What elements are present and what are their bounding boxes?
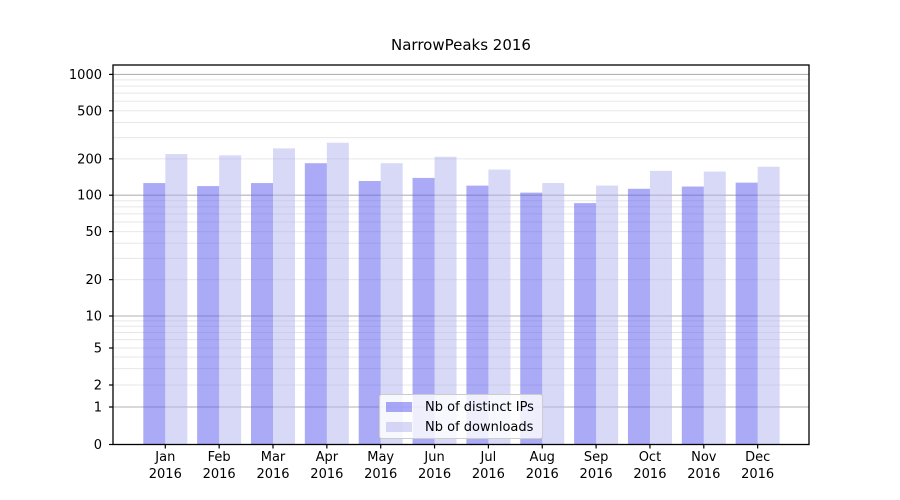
bar-nb-of-distinct-ips-jul <box>466 185 489 445</box>
legend-item-distinct-ips: Nb of distinct IPs <box>380 399 534 416</box>
bar-nb-of-downloads-may <box>380 163 403 445</box>
bar-nb-of-downloads-nov <box>703 171 726 445</box>
x-tick-label-year-may: 2016 <box>364 467 397 482</box>
bar-nb-of-downloads-jan <box>165 154 188 445</box>
bar-nb-of-distinct-ips-mar <box>251 183 273 445</box>
bar-nb-of-downloads-feb <box>219 155 242 445</box>
bar-nb-of-downloads-aug <box>542 183 565 445</box>
x-tick-label-year-nov: 2016 <box>687 467 720 482</box>
x-tick-label-year-sep: 2016 <box>580 467 613 482</box>
bar-nb-of-distinct-ips-sep <box>574 203 597 445</box>
bar-nb-of-distinct-ips-jun <box>412 177 435 445</box>
legend-label-distinct-ips: Nb of distinct IPs <box>425 399 534 415</box>
legend-label-downloads: Nb of downloads <box>425 419 534 435</box>
x-tick-label-year-oct: 2016 <box>633 467 666 482</box>
x-tick-label-month-nov: Nov <box>691 450 717 465</box>
x-tick-label-year-mar: 2016 <box>256 467 289 482</box>
bars <box>143 142 780 445</box>
bar-nb-of-downloads-oct <box>649 170 672 445</box>
y-tick-label-500: 500 <box>77 104 102 119</box>
bar-nb-of-distinct-ips-oct <box>627 188 650 445</box>
x-tick-label-month-may: May <box>367 450 394 465</box>
x-tick-label-month-aug: Aug <box>530 450 555 465</box>
x-tick-label-month-jan: Jan <box>154 450 175 465</box>
bar-nb-of-downloads-jul <box>488 169 511 445</box>
bar-nb-of-downloads-mar <box>273 148 295 445</box>
x-tick-label-year-aug: 2016 <box>526 467 559 482</box>
y-tick-label-5: 5 <box>94 342 102 357</box>
y-axis: 0 1 2 5 10 20 50 100 200 500 1000 <box>69 68 113 453</box>
legend-item-downloads: Nb of downloads <box>380 419 533 436</box>
y-tick-label-2: 2 <box>94 379 102 394</box>
x-tick-label-year-apr: 2016 <box>310 467 343 482</box>
x-tick-label-month-sep: Sep <box>584 450 609 465</box>
y-tick-label-50: 50 <box>85 225 102 240</box>
bar-nb-of-distinct-ips-dec <box>735 182 758 445</box>
x-tick-label-year-jun: 2016 <box>418 467 451 482</box>
x-tick-label-year-feb: 2016 <box>203 467 236 482</box>
bar-nb-of-distinct-ips-jan <box>143 183 166 445</box>
x-tick-label-month-oct: Oct <box>639 450 661 465</box>
legend-swatch-downloads <box>386 422 412 432</box>
x-tick-label-month-feb: Feb <box>208 450 231 465</box>
bar-nb-of-downloads-dec <box>757 166 780 445</box>
bar-nb-of-downloads-apr <box>326 142 349 445</box>
bar-nb-of-downloads-sep <box>596 185 619 445</box>
x-tick-label-month-apr: Apr <box>316 450 339 465</box>
bar-nb-of-distinct-ips-aug <box>520 192 543 445</box>
y-tick-label-0: 0 <box>94 438 102 453</box>
y-tick-label-100: 100 <box>77 189 102 204</box>
x-axis: Jan 2016 Feb 2016 Mar 2016 Apr 2016 May 2016 Jun 20… <box>149 444 774 482</box>
bar-nb-of-distinct-ips-apr <box>304 163 327 445</box>
x-tick-label-year-dec: 2016 <box>741 467 774 482</box>
y-tick-label-10: 10 <box>85 310 102 325</box>
x-tick-label-year-jul: 2016 <box>472 467 505 482</box>
legend: Nb of distinct IPs Nb of downloads <box>379 394 543 439</box>
bar-nb-of-downloads-jun <box>434 156 457 445</box>
x-tick-label-month-jun: Jun <box>423 450 444 465</box>
x-tick-label-month-jul: Jul <box>480 450 497 465</box>
y-tick-label-1000: 1000 <box>69 68 102 83</box>
plot-frame <box>112 64 810 446</box>
y-tick-label-20: 20 <box>85 273 102 288</box>
bar-nb-of-distinct-ips-may <box>358 181 381 445</box>
y-tick-label-200: 200 <box>77 152 102 167</box>
bar-nb-of-distinct-ips-feb <box>197 186 220 445</box>
x-tick-label-month-mar: Mar <box>261 450 286 465</box>
x-tick-label-year-jan: 2016 <box>149 467 182 482</box>
bar-nb-of-distinct-ips-nov <box>681 186 704 445</box>
y-tick-label-1: 1 <box>94 401 102 416</box>
legend-swatch-distinct-ips <box>386 402 412 412</box>
x-tick-label-month-dec: Dec <box>745 450 770 465</box>
